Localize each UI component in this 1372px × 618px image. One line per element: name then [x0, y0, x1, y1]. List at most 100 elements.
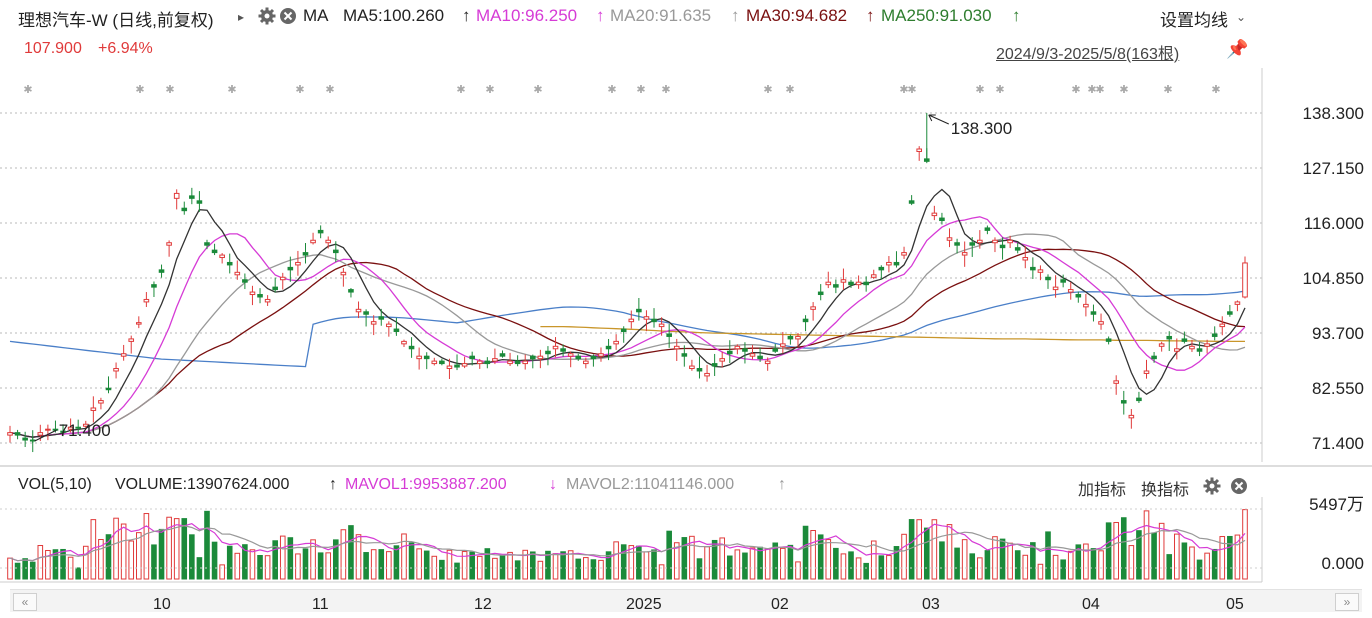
scroll-right-button[interactable]: »: [1335, 593, 1359, 611]
vol-label[interactable]: VOL(5,10): [18, 476, 92, 493]
date-range[interactable]: 2024/9/3-2025/5/8(163根): [996, 46, 1180, 63]
candle-body: [886, 261, 892, 266]
pin-icon[interactable]: 📌: [1226, 39, 1249, 59]
candle: [317, 225, 324, 239]
candle-body: [810, 306, 816, 310]
candle: [1014, 242, 1021, 254]
candle: [279, 272, 286, 290]
close-icon[interactable]: [279, 7, 297, 30]
candle: [461, 356, 468, 369]
candle: [870, 269, 877, 280]
volume-header: VOL(5,10) VOLUME:13907624.000 ↑ MAVOL1:9…: [0, 473, 1372, 500]
volume-bar: [870, 540, 877, 580]
volume-bar: [825, 539, 832, 580]
candle-body: [45, 428, 51, 431]
candle-body: [14, 432, 21, 436]
candle-body: [1120, 400, 1127, 404]
candle-body: [1227, 311, 1233, 315]
candle: [1090, 304, 1097, 322]
event-marker-icon: ✱: [23, 83, 32, 96]
volume-bar: [1143, 510, 1150, 580]
candle-body: [295, 261, 301, 266]
volume-bar: [620, 544, 627, 580]
chevron-down-icon[interactable]: ⌄: [1236, 10, 1247, 24]
candle: [370, 315, 377, 336]
candle-body: [848, 281, 854, 286]
candle-body: [999, 244, 1006, 249]
candle: [378, 308, 385, 326]
ma-settings-button[interactable]: 设置均线: [1160, 11, 1228, 30]
candle-body: [461, 363, 468, 367]
candle: [969, 237, 976, 257]
candle-body: [575, 355, 582, 360]
candle: [401, 339, 407, 348]
volume-bar: [1105, 522, 1112, 580]
volume-bar: [689, 535, 695, 580]
volume-bar: [643, 551, 650, 580]
volume-bar: [1014, 550, 1021, 580]
scroll-left-button[interactable]: «: [13, 593, 37, 611]
candle: [628, 310, 635, 329]
candle: [242, 273, 248, 290]
candle: [1242, 256, 1248, 299]
volume-bar: [143, 513, 150, 580]
volume-bar: [325, 552, 332, 580]
candle: [946, 228, 953, 248]
moving-average-lines: [9, 188, 1246, 438]
volume-bar: [514, 560, 521, 580]
stock-title[interactable]: 理想汽车-W (日线,前复权): [18, 11, 214, 30]
gear-icon[interactable]: [1203, 477, 1221, 500]
volume-bar: [863, 562, 869, 580]
candle: [14, 429, 21, 440]
volume-bar: [295, 553, 301, 580]
volume-bar: [522, 549, 529, 580]
volume-bar: [461, 551, 468, 580]
candle: [613, 334, 619, 350]
candle-body: [348, 289, 354, 293]
candle: [673, 338, 680, 362]
ma5-line: [9, 188, 1246, 438]
candle-body: [1174, 348, 1180, 352]
candle: [189, 187, 195, 205]
candle: [666, 323, 672, 348]
candle-body: [386, 323, 392, 328]
time-scrollbar[interactable]: « »: [10, 589, 1362, 612]
volume-bar: [886, 555, 892, 580]
volume-bar: [257, 555, 263, 580]
candle-body: [901, 252, 907, 256]
candle-body: [772, 348, 779, 352]
switch-indicator-button[interactable]: 换指标: [1141, 482, 1190, 499]
candle: [423, 352, 430, 370]
candle-body: [711, 363, 718, 367]
mavol2-value: MAVOL2:11041146.000: [566, 476, 735, 493]
volume-bar: [287, 537, 294, 580]
candles: [7, 113, 1248, 453]
ma60-line: [9, 290, 1246, 368]
candle-body: [181, 207, 188, 212]
candle: [287, 256, 294, 282]
volume-bar: [1211, 548, 1218, 580]
candle: [545, 346, 551, 366]
caret-right-icon[interactable]: ▸: [238, 10, 245, 24]
candle-body: [355, 308, 362, 313]
volume-bar: [249, 549, 256, 580]
candle: [605, 338, 612, 361]
volume-bar: [552, 553, 559, 580]
candle-body: [1219, 323, 1226, 328]
candle-body: [242, 279, 248, 283]
gear-icon[interactable]: [258, 7, 276, 30]
add-indicator-button[interactable]: 加指标: [1078, 482, 1127, 499]
candle-body: [764, 360, 771, 365]
close-icon[interactable]: [1230, 477, 1248, 500]
volume-bar: [393, 545, 400, 580]
candle: [249, 285, 256, 306]
candle-body: [340, 271, 347, 276]
volume-bar: [658, 564, 665, 580]
volume-bar: [795, 561, 801, 580]
candle: [598, 347, 604, 362]
volume-bar: [1007, 542, 1013, 580]
candle: [1196, 342, 1203, 357]
volume-bar: [401, 533, 407, 580]
candle: [196, 191, 203, 212]
